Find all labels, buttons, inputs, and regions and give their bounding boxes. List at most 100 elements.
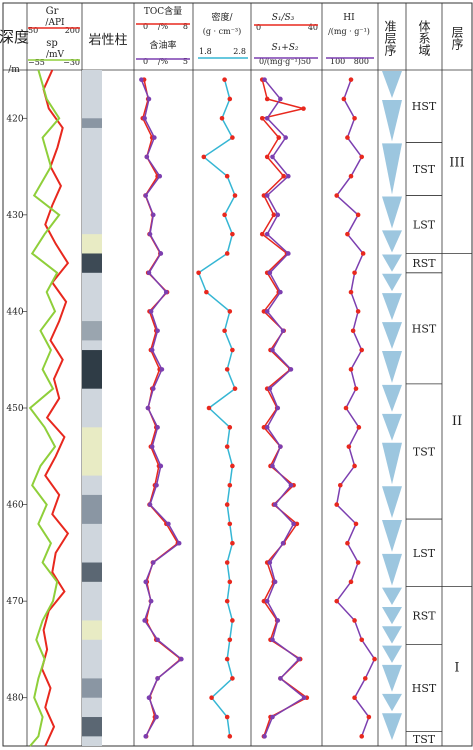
toc-title: TOC含量 — [144, 5, 182, 17]
point-den — [224, 598, 230, 604]
quasi-sequence-triangle — [382, 520, 402, 552]
lith-band — [82, 427, 102, 476]
header: 深度 /m Gr /API 50 200 sp /mV −55 −30 岩性柱 … — [0, 5, 464, 75]
point-s1s2 — [262, 734, 267, 739]
sequence-label: II — [452, 414, 462, 429]
point-hi — [343, 405, 349, 411]
quasi-sequence-triangle — [382, 196, 402, 229]
point-s1s2 — [275, 618, 281, 623]
lith-band — [82, 234, 102, 254]
point-hi — [359, 347, 365, 353]
s1s3-max: 40 — [308, 23, 318, 32]
point-s1s3 — [301, 106, 306, 111]
point-hi — [348, 77, 354, 82]
point-oil — [142, 115, 147, 121]
point-den — [201, 154, 207, 160]
point-oil — [179, 656, 184, 662]
point-oil — [142, 618, 147, 623]
point-oil — [148, 598, 154, 604]
systems-tract-label: TST — [413, 445, 436, 458]
den-unit: (g · cm⁻³) — [203, 27, 242, 36]
point-hi — [350, 328, 356, 334]
point-den — [222, 77, 227, 82]
s1s3-title: S₁/S₃ — [272, 13, 295, 23]
gr-unit: /API — [45, 18, 65, 28]
series-line-sp — [28, 69, 61, 747]
point-oil — [157, 173, 163, 179]
point-s1s2 — [267, 270, 273, 276]
point-oil — [143, 734, 149, 739]
point-den — [230, 135, 235, 140]
point-s1s3 — [261, 309, 267, 314]
point-s1s3 — [259, 115, 265, 121]
lith-band — [82, 253, 102, 273]
point-den — [230, 463, 235, 469]
lith-band — [82, 494, 102, 524]
series-line-hi — [335, 79, 376, 737]
sp-min: −55 — [28, 58, 45, 67]
point-den — [230, 540, 235, 546]
point-s1s2 — [278, 96, 283, 102]
point-hi — [359, 734, 365, 739]
quasi-sequence-triangle — [382, 143, 402, 195]
depth-tick-label: 460 — [6, 501, 23, 511]
s1s2-unit: 0/(mg·g⁻¹)50 — [259, 57, 311, 66]
quasi-sequence-triangle — [382, 413, 402, 441]
quasi-sequence-triangle — [382, 273, 402, 292]
point-den — [224, 656, 230, 662]
point-s1s2 — [288, 367, 294, 372]
hi-title: HI — [343, 13, 355, 23]
point-hi — [366, 714, 372, 720]
point-hi — [372, 656, 377, 662]
point-s1s2 — [264, 115, 270, 121]
point-s1s3 — [294, 521, 300, 527]
depth-tick-label: 450 — [6, 404, 23, 414]
point-s1s2 — [270, 154, 275, 160]
point-s1s2 — [301, 695, 307, 701]
toc-max: 8 — [183, 22, 188, 31]
lith-band — [82, 118, 102, 128]
depth-tick-label: 420 — [6, 114, 23, 124]
point-s1s3 — [276, 135, 282, 140]
systems-tract-label: LST — [413, 219, 436, 232]
point-oil — [154, 714, 159, 720]
systems-tract-label: HST — [412, 682, 437, 695]
gr-min: 50 — [28, 26, 38, 35]
point-s1s2 — [270, 714, 275, 720]
point-den — [209, 695, 214, 701]
point-hi — [352, 618, 357, 623]
oil-max: 5 — [183, 57, 188, 66]
hi-unit: /(mg · g⁻¹) — [328, 27, 370, 36]
point-den — [219, 115, 225, 121]
point-s1s2 — [280, 328, 286, 334]
quasi-sequence-triangle — [382, 693, 402, 712]
point-oil — [158, 251, 164, 256]
point-hi — [352, 695, 357, 701]
point-s1s2 — [278, 289, 283, 295]
point-s1s2 — [286, 173, 291, 179]
depth-tick-label: 440 — [6, 307, 23, 317]
point-hi — [345, 135, 350, 140]
point-den — [227, 579, 233, 585]
systems-tract-label: TST — [413, 733, 436, 746]
point-oil — [145, 405, 151, 411]
point-oil — [143, 579, 149, 585]
point-s1s2 — [267, 386, 273, 391]
point-hi — [359, 637, 365, 643]
lith-band — [82, 350, 102, 389]
point-oil — [139, 77, 144, 82]
point-s1s2 — [264, 598, 270, 604]
sequence-label: III — [449, 156, 464, 171]
point-s1s2 — [275, 212, 281, 218]
oil-title: 含油率 — [149, 39, 176, 51]
systems-tract-label: RST — [412, 610, 436, 623]
point-s1s2 — [272, 502, 278, 507]
systems-tract-label: LST — [413, 547, 436, 560]
point-den — [204, 289, 209, 295]
point-den — [230, 231, 235, 237]
point-oil — [155, 425, 160, 430]
point-oil — [159, 367, 165, 372]
point-s1s2 — [264, 231, 270, 237]
point-s1s3 — [261, 598, 267, 604]
